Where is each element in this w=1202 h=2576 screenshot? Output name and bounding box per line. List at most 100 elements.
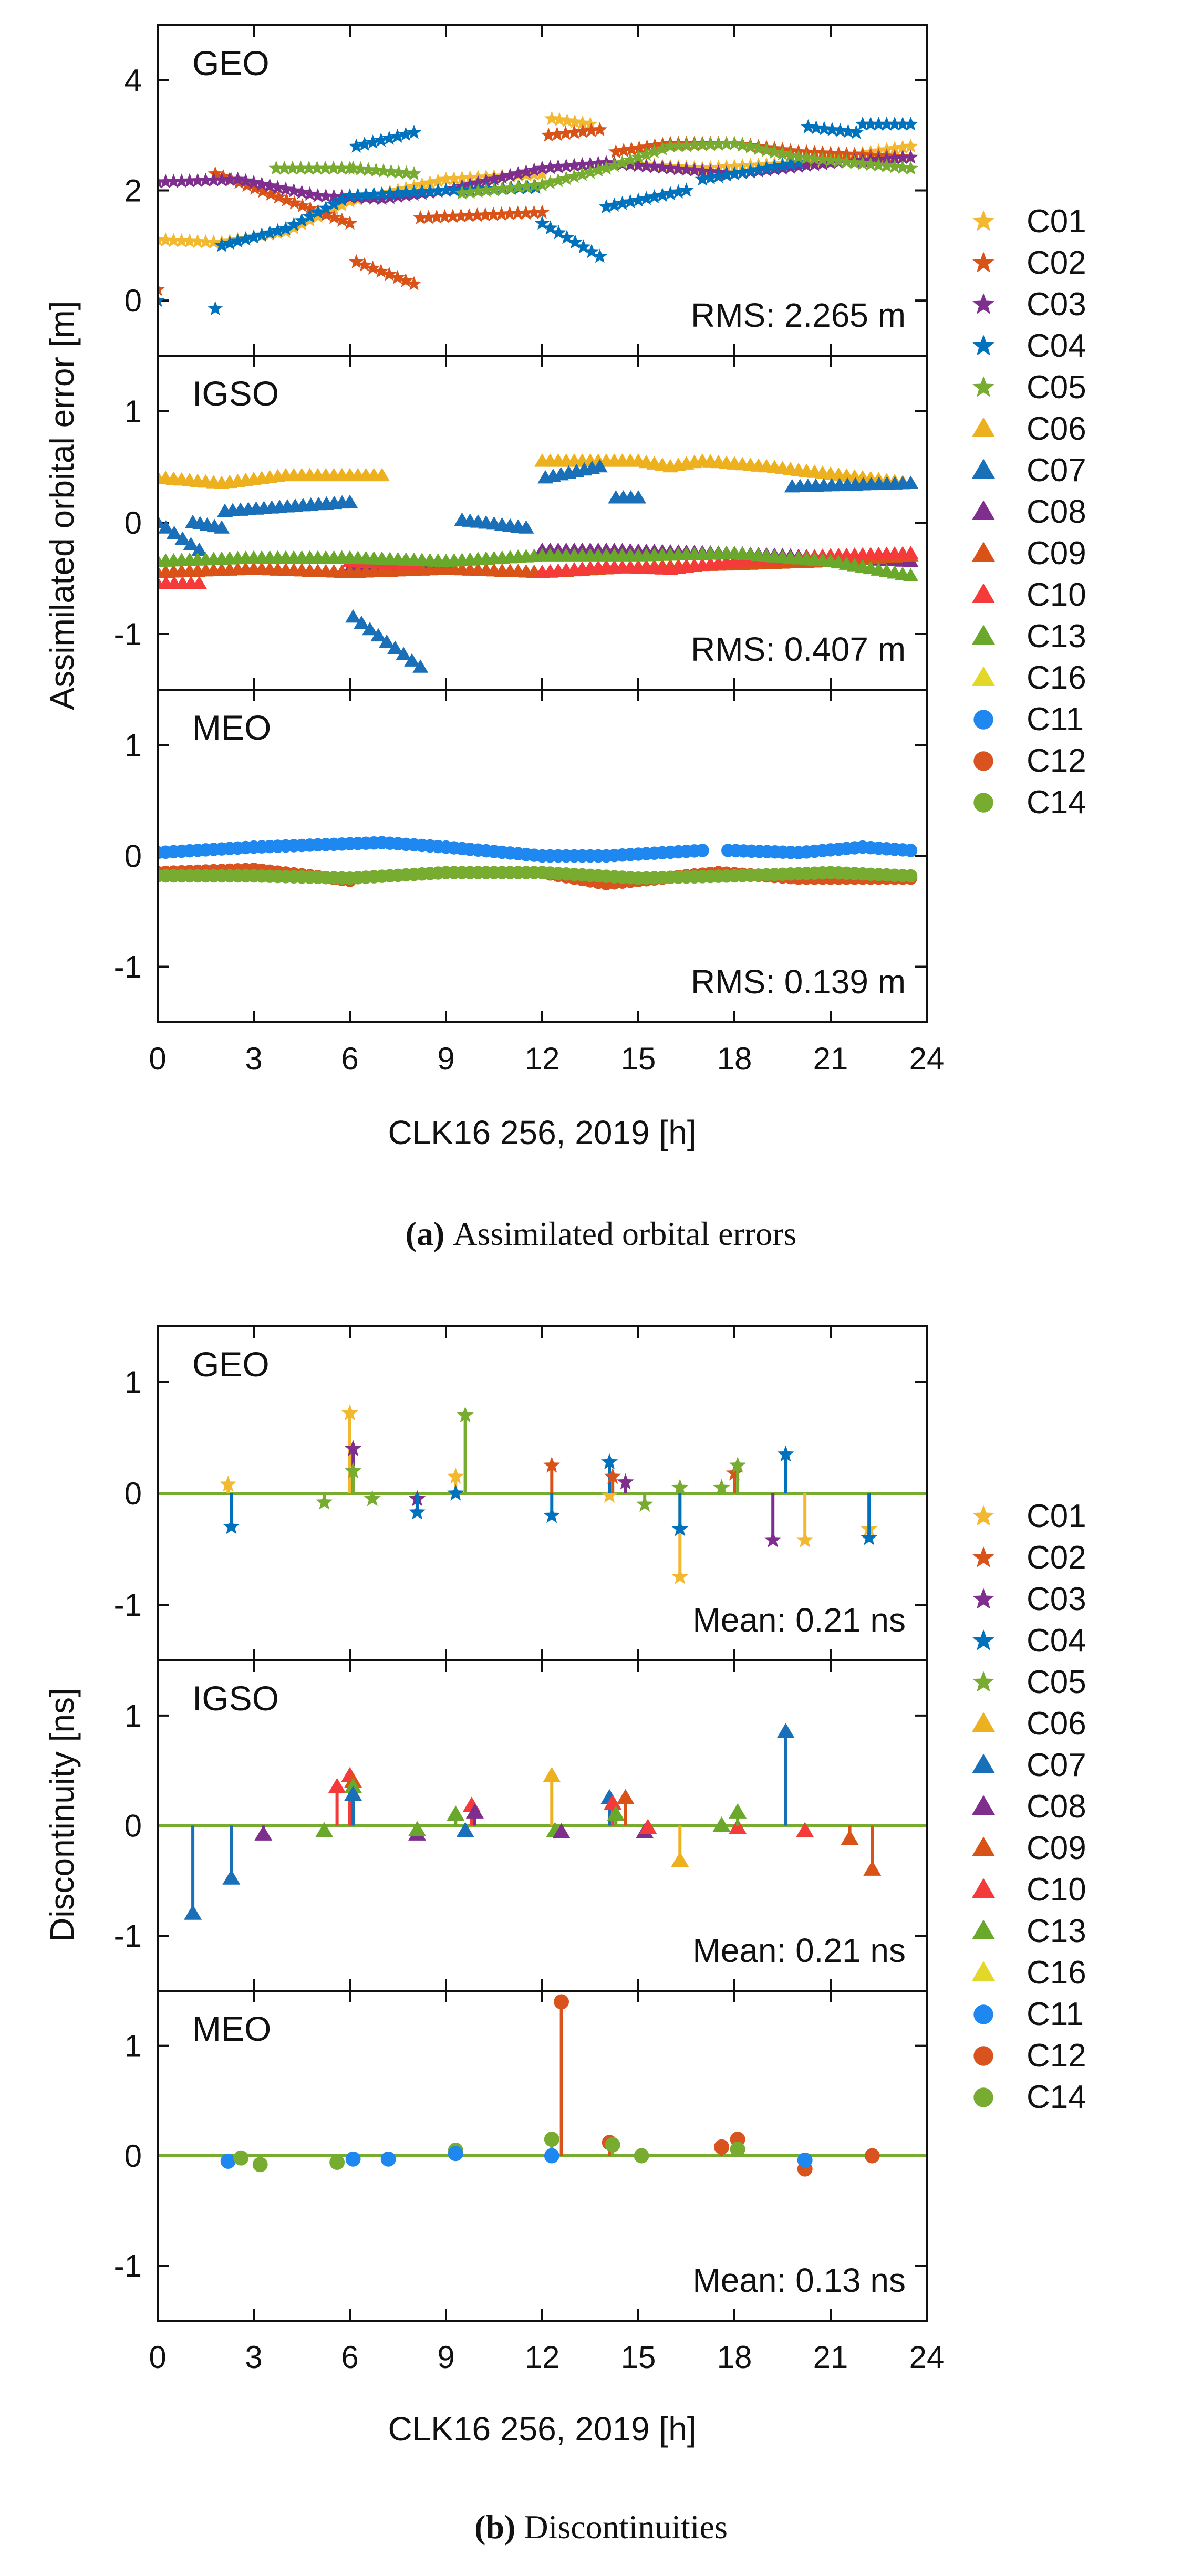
point-c03 bbox=[623, 157, 638, 172]
point-c01 bbox=[567, 114, 583, 129]
point-c04 bbox=[655, 187, 670, 202]
legend-item-c06: C06 bbox=[972, 411, 1086, 447]
point-c05 bbox=[671, 138, 686, 153]
point-c05 bbox=[309, 160, 325, 175]
point-c05 bbox=[847, 155, 862, 170]
legend-marker-c07 bbox=[972, 459, 995, 479]
legend-item-c10: C10 bbox=[972, 577, 1086, 613]
point-c03 bbox=[159, 174, 173, 189]
y-tick-label: 0 bbox=[125, 1476, 142, 1511]
point-c05 bbox=[598, 160, 614, 175]
point-c04 bbox=[447, 182, 462, 197]
point-c01 bbox=[159, 232, 173, 247]
point-c07 bbox=[592, 459, 608, 473]
point-c02 bbox=[263, 186, 278, 201]
x-tick-label: 6 bbox=[341, 2340, 358, 2375]
point-c01 bbox=[198, 234, 213, 248]
legend-label: C12 bbox=[1027, 2038, 1086, 2074]
point-c03 bbox=[887, 150, 903, 165]
point-c03 bbox=[575, 157, 590, 172]
x-tick-label: 9 bbox=[437, 1041, 454, 1076]
stem-marker-c01 bbox=[671, 1568, 689, 1584]
point-c05 bbox=[551, 173, 566, 188]
point-c07 bbox=[214, 520, 230, 534]
legend-marker-c03 bbox=[972, 293, 994, 314]
point-c02 bbox=[271, 189, 286, 204]
stem-marker-c05 bbox=[457, 1406, 474, 1423]
point-c03 bbox=[647, 159, 662, 174]
legend-label: C14 bbox=[1027, 784, 1086, 820]
y-tick-label: 0 bbox=[125, 1809, 142, 1844]
point-c07 bbox=[387, 640, 403, 655]
legend-marker-c06 bbox=[972, 417, 995, 437]
point-c03 bbox=[198, 172, 213, 187]
stem-marker-c14 bbox=[634, 2148, 649, 2164]
point-c05 bbox=[558, 171, 574, 185]
point-c05 bbox=[735, 137, 750, 152]
x-tick-label: 6 bbox=[341, 1041, 358, 1076]
figure-a-caption-text: Assimilated orbital errors bbox=[453, 1215, 796, 1252]
point-c07 bbox=[191, 542, 208, 556]
legend-marker-c04 bbox=[972, 1629, 994, 1650]
legend-label: C06 bbox=[1027, 1706, 1086, 1742]
legend-label: C11 bbox=[1027, 1996, 1084, 2032]
point-c02 bbox=[608, 144, 624, 159]
point-c04 bbox=[703, 170, 718, 184]
point-c05 bbox=[727, 136, 742, 150]
point-c04 bbox=[607, 197, 622, 212]
x-tick-label: 21 bbox=[813, 2340, 848, 2375]
legend-item-c13: C13 bbox=[972, 1913, 1086, 1949]
legend-item-c11: C11 bbox=[973, 701, 1084, 738]
data-layer bbox=[159, 1994, 926, 2177]
point-c03 bbox=[174, 173, 189, 188]
point-c04 bbox=[719, 167, 734, 182]
point-c03 bbox=[190, 173, 205, 188]
point-c02 bbox=[518, 205, 534, 220]
stem-marker-c01 bbox=[341, 1404, 359, 1421]
stem-marker-c13 bbox=[408, 1821, 427, 1836]
point-c02 bbox=[412, 210, 428, 225]
legend-label: C13 bbox=[1027, 618, 1086, 655]
panel-b-meo: 1 0 -1 0 3 6 9 12 15 18 21 24 MEO Mean: 0.13 ns bbox=[114, 1990, 945, 2375]
point-c05 bbox=[799, 150, 814, 165]
legend-item-c07: C07 bbox=[972, 452, 1086, 489]
stem-marker-c09 bbox=[863, 1861, 882, 1876]
point-c02 bbox=[406, 276, 422, 290]
y-tick-label: 0 bbox=[125, 839, 142, 874]
figure-b-caption: (b) Discontinuities bbox=[474, 2508, 728, 2546]
legend-marker-c16 bbox=[972, 1961, 995, 1981]
point-c01 bbox=[895, 139, 910, 154]
figure-b-xlabel: CLK16 256, 2019 [h] bbox=[388, 2410, 696, 2448]
point-c04 bbox=[895, 116, 910, 131]
legend-marker-c08 bbox=[972, 500, 995, 520]
point-c04 bbox=[871, 116, 886, 131]
x-tick-label: 24 bbox=[909, 2340, 945, 2375]
point-c01 bbox=[534, 166, 550, 181]
point-c02 bbox=[357, 257, 372, 272]
point-c05 bbox=[871, 157, 886, 172]
point-c02 bbox=[616, 142, 631, 157]
point-c01 bbox=[575, 115, 590, 130]
point-c02 bbox=[486, 206, 501, 221]
x-tick-label: 18 bbox=[717, 2340, 752, 2375]
point-c05 bbox=[823, 152, 838, 167]
point-c03 bbox=[206, 172, 221, 187]
stem-marker-c02 bbox=[543, 1457, 561, 1473]
legend-item-c09: C09 bbox=[972, 1830, 1086, 1866]
point-c11 bbox=[904, 844, 918, 857]
stem-marker-c04 bbox=[447, 1484, 464, 1501]
y-tick-label: -1 bbox=[114, 2248, 142, 2283]
point-c03 bbox=[479, 173, 494, 188]
point-c02 bbox=[494, 206, 509, 221]
point-c04 bbox=[382, 185, 398, 200]
point-c01 bbox=[454, 170, 470, 185]
panel-a-meo: 1 0 -1 0 3 6 9 12 15 18 21 24 MEO RMS: 0.139 m bbox=[114, 689, 944, 1076]
y-tick-label: 2 bbox=[125, 173, 142, 209]
point-c07 bbox=[362, 621, 378, 636]
point-c01 bbox=[310, 209, 326, 223]
point-c04 bbox=[848, 124, 864, 139]
point-c03 bbox=[903, 149, 918, 164]
legend-label: C09 bbox=[1027, 535, 1086, 572]
stem-marker-c01 bbox=[796, 1531, 814, 1547]
point-c04 bbox=[398, 184, 413, 199]
